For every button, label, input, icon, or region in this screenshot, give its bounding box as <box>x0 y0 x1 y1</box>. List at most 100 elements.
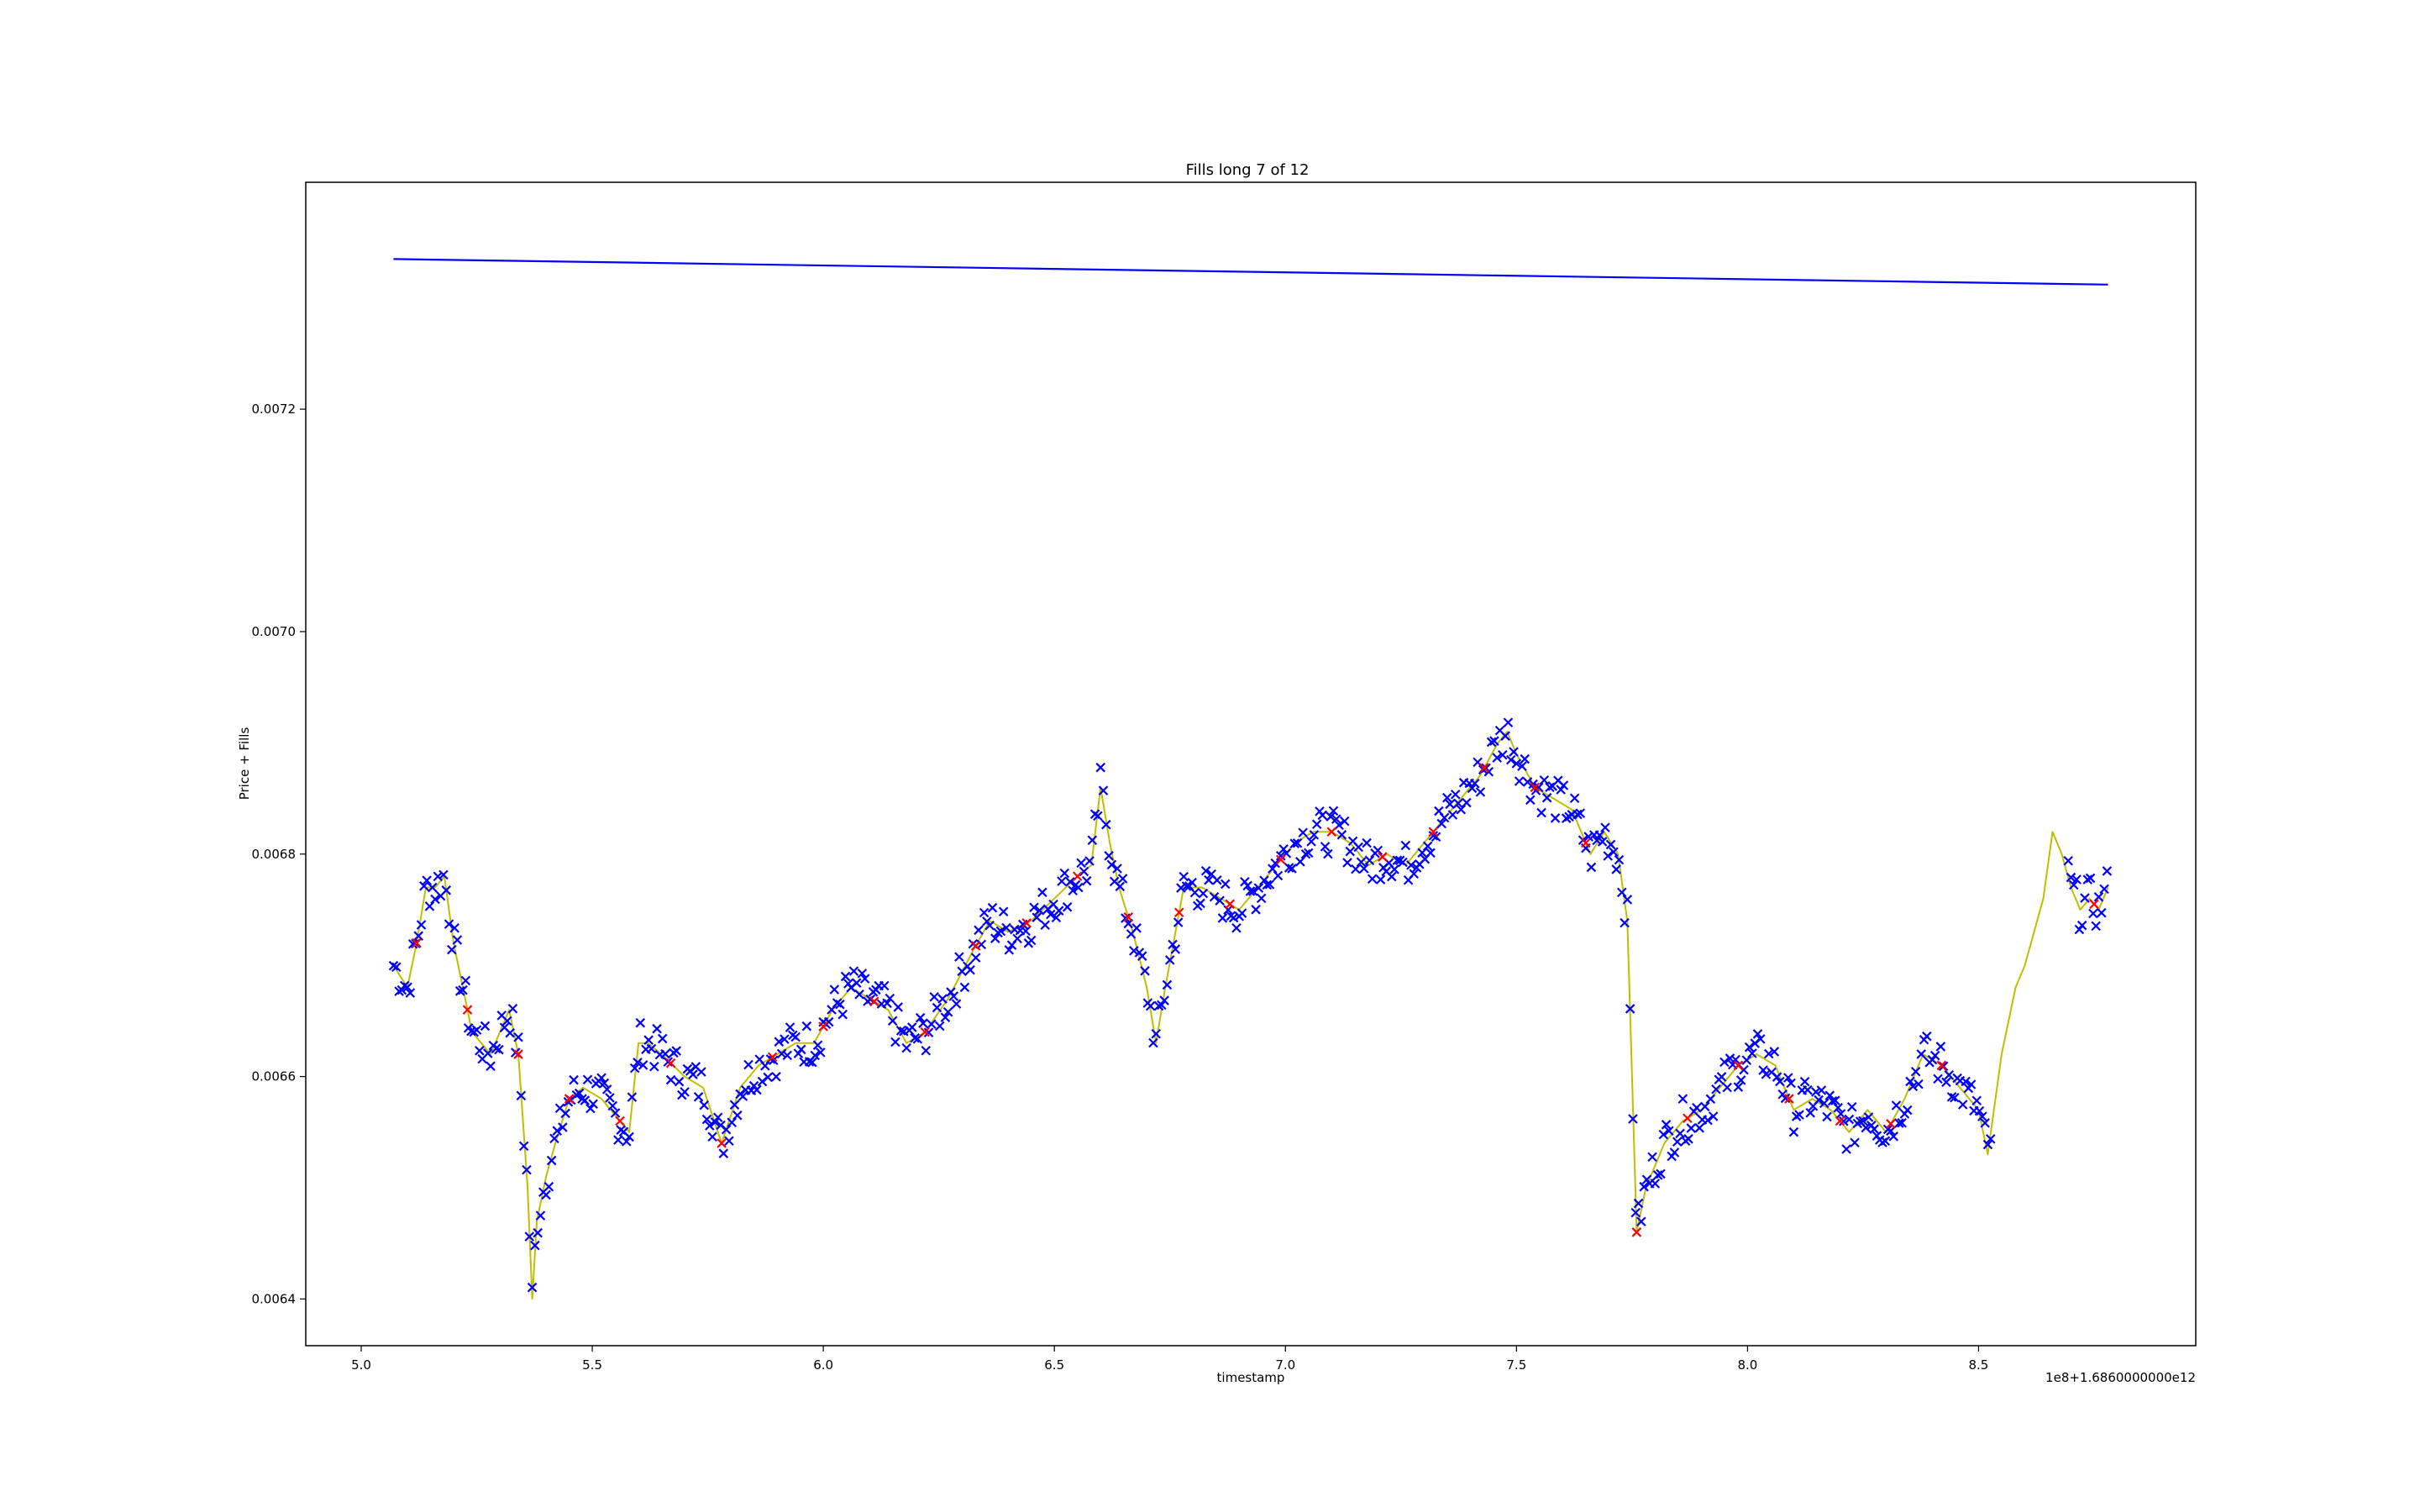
fill-marker <box>1533 782 1544 793</box>
fill-marker <box>1204 874 1214 885</box>
fill-marker <box>549 1133 559 1144</box>
fill-marker <box>1140 966 1150 976</box>
fill-marker <box>507 1003 518 1014</box>
fill-marker <box>801 1021 812 1032</box>
fill-marker <box>1583 832 1593 842</box>
fill-marker <box>1744 1042 1755 1053</box>
fill-marker-sell <box>1683 1113 1693 1123</box>
fill-marker <box>1351 864 1361 874</box>
fill-marker <box>1498 749 1508 760</box>
fill-marker <box>1841 1144 1851 1154</box>
fill-marker <box>1811 1087 1821 1097</box>
fill-marker <box>1406 860 1416 870</box>
fill-marker <box>1772 1072 1782 1082</box>
fill-marker <box>768 1055 779 1066</box>
fill-marker <box>1916 1049 1927 1059</box>
fill-marker <box>535 1210 546 1221</box>
fill-marker <box>649 1061 659 1072</box>
fill-marker <box>1980 1118 1990 1128</box>
fill-marker <box>832 998 843 1008</box>
fill-marker <box>1891 1100 1902 1110</box>
fill-marker <box>422 875 432 885</box>
fill-marker <box>1076 858 1086 869</box>
upper-price-line <box>393 258 2108 286</box>
fill-marker <box>1367 874 1378 885</box>
fill-marker <box>419 881 429 891</box>
fill-marker <box>1850 1137 1860 1148</box>
fill-marker <box>1586 862 1597 873</box>
fill-marker <box>752 1084 762 1095</box>
fill-marker <box>482 1048 493 1058</box>
y-tick-label: 0.0072 <box>252 402 297 417</box>
fill-marker <box>452 935 463 945</box>
fill-marker-sell <box>1886 1119 1896 1129</box>
fill-marker-sell <box>869 996 879 1006</box>
fill-marker <box>1614 854 1625 865</box>
fill-marker <box>948 991 959 1001</box>
fill-marker <box>1273 870 1284 881</box>
fill-marker <box>1929 1050 1940 1061</box>
fill-marker <box>633 1058 643 1068</box>
fill-marker <box>1509 747 1519 757</box>
fill-marker <box>505 1027 515 1038</box>
y-tick-label: 0.0066 <box>252 1069 297 1084</box>
fill-marker <box>1780 1093 1791 1104</box>
fill-marker <box>2066 872 2076 883</box>
fill-marker <box>1037 887 1047 898</box>
fill-marker <box>680 1087 690 1097</box>
fill-marker <box>1788 1126 1799 1137</box>
fill-marker <box>1311 819 1322 830</box>
fill-marker <box>1164 955 1175 965</box>
fill-marker <box>1658 1129 1669 1140</box>
fill-marker <box>1656 1168 1666 1179</box>
fill-marker <box>1212 875 1222 885</box>
fill-marker <box>1425 848 1436 858</box>
fill-marker <box>1356 857 1367 868</box>
fill-marker <box>1112 864 1122 874</box>
fill-marker <box>929 991 939 1002</box>
fill-marker <box>790 1032 801 1042</box>
fill-marker <box>1699 1101 1710 1112</box>
fill-marker <box>2068 879 2079 890</box>
fill-marker <box>502 1016 512 1026</box>
fill-marker <box>475 1046 485 1056</box>
fill-marker <box>732 1110 743 1121</box>
fill-marker <box>530 1240 540 1251</box>
fill-marker <box>1639 1182 1649 1192</box>
fill-marker <box>1756 1034 1766 1044</box>
fill-marker-sell <box>1835 1116 1845 1126</box>
fill-marker <box>1830 1095 1840 1105</box>
fill-marker <box>1517 761 1527 771</box>
fill-marker <box>1081 875 1092 886</box>
x-tick-label: 6.0 <box>813 1357 833 1373</box>
fill-marker <box>1179 871 1189 882</box>
fill-marker <box>427 882 438 893</box>
y-axis: 0.0064 0.0066 0.0068 0.0070 0.0072 <box>252 402 306 1306</box>
fill-marker-sell <box>1631 1227 1642 1237</box>
fill-marker-sell <box>920 1026 930 1037</box>
fill-marker <box>776 1048 787 1059</box>
fill-marker <box>1503 717 1514 727</box>
fill-marker <box>1880 1136 1891 1147</box>
fill-marker <box>780 1034 790 1044</box>
fill-marker <box>1664 1126 1674 1136</box>
fill-marker <box>1104 851 1114 861</box>
fill-marker <box>763 1072 773 1083</box>
fill-marker <box>663 1057 674 1067</box>
fill-marker <box>1442 792 1452 803</box>
fill-marker <box>1846 1102 1857 1112</box>
fill-marker <box>388 960 399 971</box>
fill-marker <box>688 1069 698 1079</box>
fill-marker <box>829 984 840 995</box>
fill-marker <box>569 1074 579 1085</box>
fill-marker <box>1944 1070 1955 1080</box>
fill-marker <box>1905 1076 1915 1087</box>
fill-marker <box>1053 906 1064 916</box>
fill-marker <box>729 1100 740 1110</box>
fill-marker <box>1475 787 1486 797</box>
fill-marker <box>848 966 859 976</box>
fill-marker <box>1245 886 1256 896</box>
fill-marker <box>901 1042 911 1053</box>
fill-marker <box>1326 811 1336 822</box>
fill-marker <box>1763 1048 1774 1059</box>
